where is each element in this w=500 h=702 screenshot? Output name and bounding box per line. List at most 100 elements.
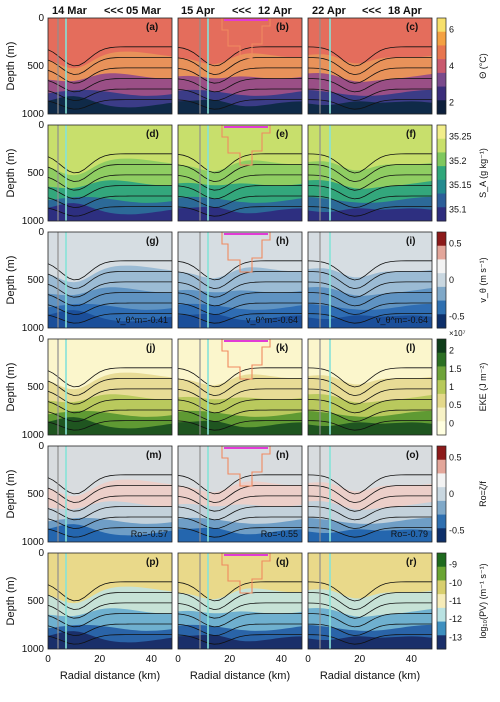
isopycnal-contour: [47, 88, 172, 101]
isopycnal-contour: [307, 485, 432, 504]
panel-frame: [307, 124, 433, 222]
colorbar-swatch: [437, 566, 446, 581]
panel-frame: [177, 445, 303, 543]
panel-frame: [177, 552, 303, 650]
isopycnal-contour: [47, 78, 172, 93]
isopycnal-contour: [177, 174, 302, 191]
colorbar-label: S_A (g kg⁻¹): [478, 148, 488, 198]
panel-letter: (c): [406, 22, 418, 33]
isopycnal-contour: [307, 185, 432, 200]
depth-band: [178, 313, 302, 328]
isopycnal-contour: [47, 420, 172, 431]
isopycnal-contour: [47, 474, 172, 495]
panel: (f): [307, 124, 433, 222]
y-tick-label: 500: [27, 489, 44, 500]
isopycnal-contour: [177, 164, 302, 183]
isopycnal-contour: [307, 88, 432, 101]
isopycnal-contour: [177, 281, 302, 298]
isopycnal-contour: [47, 495, 172, 512]
isopycnal-contour: [177, 420, 302, 431]
panel: (n) Ro=-0.55: [177, 445, 303, 543]
x-tick-label: 20: [224, 654, 236, 665]
isopycnal-contour: [47, 634, 172, 645]
isopycnal-contour: [47, 46, 172, 67]
panel: (a): [47, 17, 173, 115]
isopycnal-contour: [177, 495, 302, 512]
isopycnal-contour: [47, 67, 172, 84]
colorbar-tick-label: 2: [449, 97, 454, 107]
isopycnal-contour: [177, 409, 302, 422]
colorbar-swatch: [437, 339, 446, 354]
y-tick-label: 500: [27, 596, 44, 607]
colorbar-frame: [436, 231, 447, 329]
y-tick-label: 0: [38, 13, 44, 24]
isopycnal-contour: [177, 527, 302, 538]
colorbar-tick-label: 35.1: [449, 204, 467, 214]
x-tick-label: 20: [94, 654, 106, 665]
colorbar-swatch: [437, 487, 446, 502]
mixed-layer-outline: [221, 18, 271, 59]
colorbar-swatch: [437, 500, 446, 516]
x-tick-label: 40: [406, 654, 418, 665]
colorbar-tick-label: -12: [449, 614, 462, 624]
isopycnal-contour: [47, 516, 172, 529]
colorbar-swatch: [437, 314, 446, 329]
col3-date-right: 18 Apr: [388, 5, 423, 17]
isopycnal-contour: [47, 613, 172, 628]
isopycnal-contour: [47, 260, 172, 281]
colorbar-swatch: [437, 421, 446, 436]
isopycnal-contour: [47, 378, 172, 396]
isopycnal-contour: [307, 592, 432, 611]
panel: (g) v_θ^m=-0.41: [47, 231, 173, 329]
panel-frame: [47, 338, 173, 436]
isopycnal-contour: [307, 527, 432, 538]
isopycnal-contour: [177, 388, 302, 405]
colorbar-swatch: [437, 138, 446, 153]
colorbar-swatch: [437, 594, 446, 609]
panel-letter: (i): [406, 236, 415, 247]
colorbar-swatch: [437, 232, 446, 247]
isopycnal-contour: [177, 602, 302, 619]
colorbar-swatch: [437, 179, 446, 195]
y-tick-label: 0: [38, 441, 44, 452]
isopycnal-contour: [307, 495, 432, 512]
colorbar-swatch: [437, 380, 446, 395]
colorbar-swatch: [437, 45, 446, 60]
x-tick-label: 0: [45, 654, 51, 665]
isopycnal-contour: [47, 527, 172, 538]
mixed-layer-outline: [221, 553, 271, 594]
colorbar-label: Θ (°C): [478, 53, 488, 79]
depth-band: [178, 99, 302, 114]
isopycnal-contour: [47, 623, 172, 636]
colorbar-tick-label: 1: [449, 382, 454, 392]
panel: (m) Ro=-0.57: [47, 445, 173, 543]
y-tick-label: 0: [38, 120, 44, 131]
col1-arrow: <<<: [104, 5, 123, 17]
y-axis-label: Depth (m): [5, 470, 17, 519]
panel-frame: [47, 552, 173, 650]
col3-arrow: <<<: [362, 5, 381, 17]
panel: (q): [177, 552, 303, 650]
isopycnal-contour: [307, 281, 432, 298]
isopycnal-contour: [47, 506, 172, 521]
isopycnal-contour: [47, 592, 172, 610]
panel-letter: (n): [276, 450, 289, 461]
isopycnal-contour: [177, 185, 302, 200]
isopycnal-contour: [307, 367, 432, 388]
isopycnal-contour: [177, 516, 302, 529]
isopycnal-contour: [177, 313, 302, 324]
depth-band: [178, 527, 302, 542]
colorbar-swatch: [437, 300, 446, 315]
colorbar-swatch: [437, 446, 446, 461]
y-tick-label: 1000: [22, 109, 45, 120]
panel-frame: [177, 338, 303, 436]
panel-letter: (g): [146, 236, 159, 247]
y-tick-label: 1000: [22, 430, 45, 441]
panel-letter: (b): [276, 22, 289, 33]
y-tick-label: 500: [27, 275, 44, 286]
colorbar-swatch: [437, 72, 446, 88]
depth-band: [178, 206, 302, 221]
y-tick-label: 1000: [22, 537, 45, 548]
panel-annotation: v_θ^m=-0.64: [246, 315, 298, 325]
isopycnal-contour: [47, 399, 172, 414]
